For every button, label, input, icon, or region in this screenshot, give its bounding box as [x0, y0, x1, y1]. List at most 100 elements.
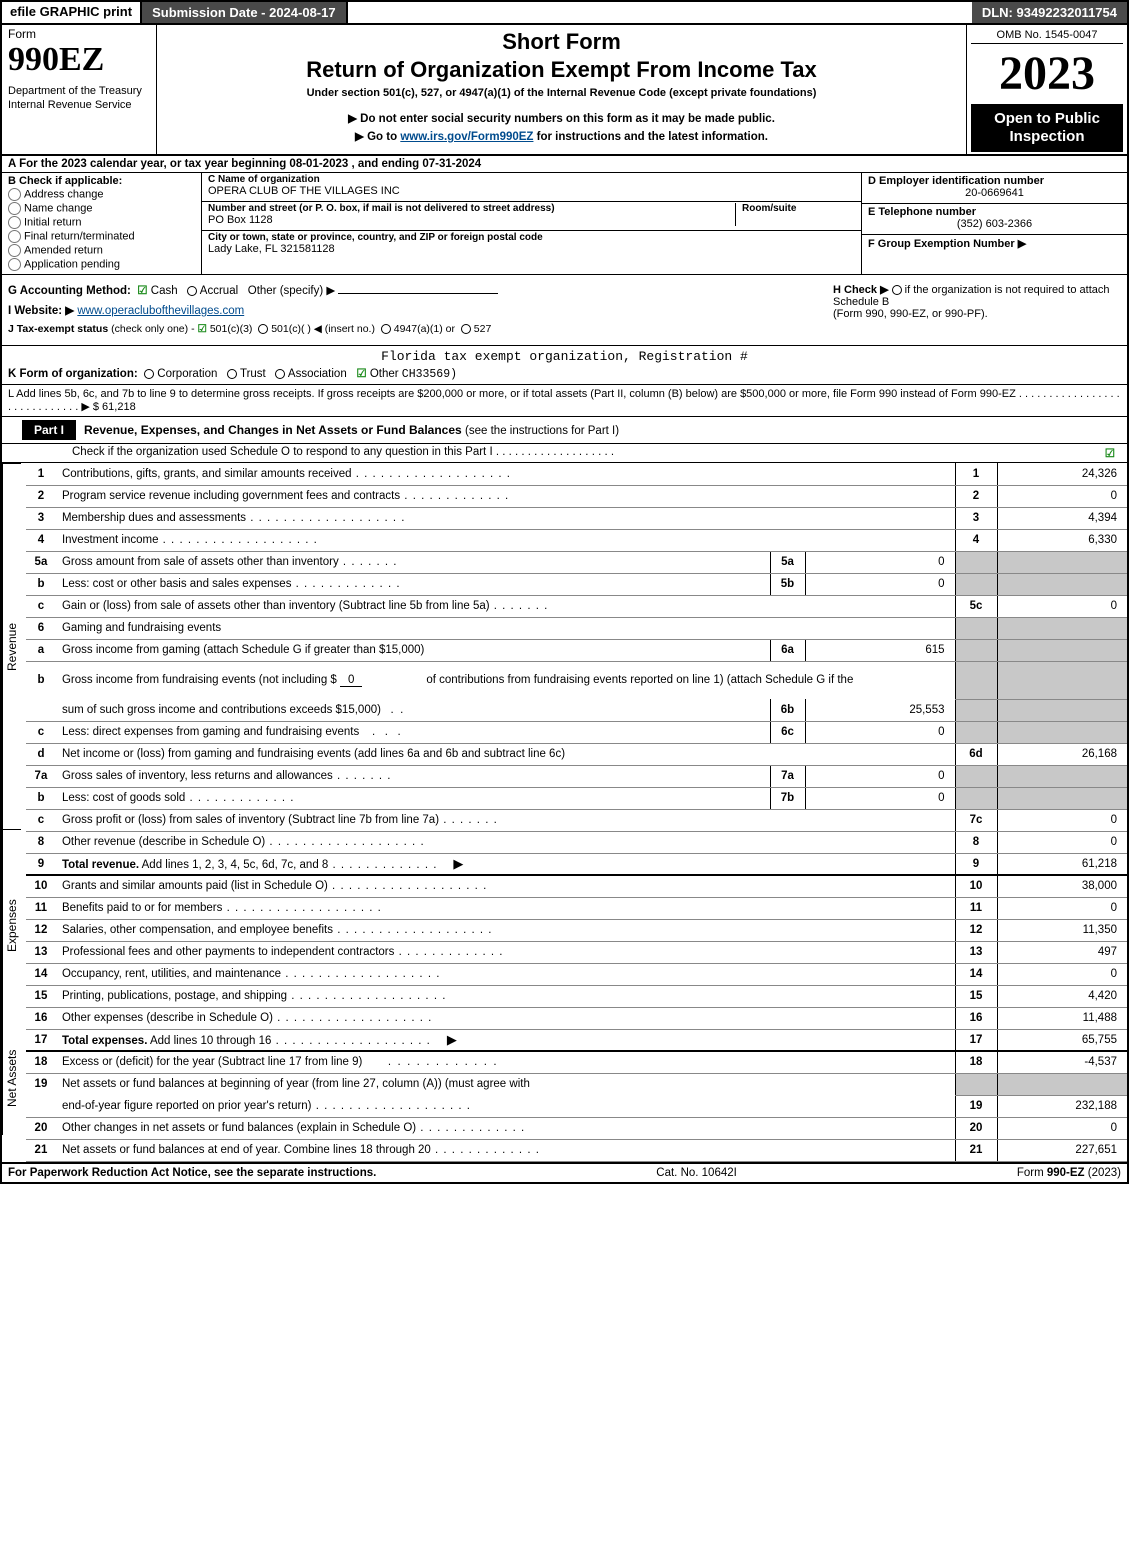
line-number: b — [26, 787, 56, 809]
4947-radio-icon[interactable] — [381, 324, 391, 334]
telephone-value: (352) 603-2366 — [868, 218, 1121, 230]
radio-initial-return[interactable] — [8, 216, 21, 229]
row-17: 17 Total expenses. Add lines 10 through … — [26, 1029, 1127, 1051]
check-final-return[interactable]: Final return/terminated — [8, 230, 195, 243]
line-ref: 4 — [955, 529, 997, 551]
radio-amended-return[interactable] — [8, 244, 21, 257]
line-number: 9 — [26, 853, 56, 875]
row-13: 13 Professional fees and other payments … — [26, 941, 1127, 963]
radio-final-return[interactable] — [8, 230, 21, 243]
side-tabs: Revenue Expenses Net Assets — [2, 463, 26, 1162]
501c-radio-icon[interactable] — [258, 324, 268, 334]
line-h-radio-icon[interactable] — [892, 285, 902, 295]
corp-radio-icon[interactable] — [144, 369, 154, 379]
line-ref: 14 — [955, 963, 997, 985]
line-desc: Less: direct expenses from gaming and fu… — [62, 726, 359, 738]
website-link[interactable]: www.operaclubofthevillages.com — [77, 305, 244, 317]
row-5b: b Less: cost or other basis and sales ex… — [26, 573, 1127, 595]
line-number: 10 — [26, 875, 56, 897]
instruction-goto: ▶ Go to www.irs.gov/Form990EZ for instru… — [163, 129, 960, 143]
line-amount: 26,168 — [997, 743, 1127, 765]
line-amount: 6,330 — [997, 529, 1127, 551]
line-desc: Add lines 1, 2, 3, 4, 5c, 6d, 7c, and 8 — [142, 859, 438, 871]
group-exemption-label: F Group Exemption Number ▶ — [868, 238, 1026, 250]
line-amount: 38,000 — [997, 875, 1127, 897]
line-number: 19 — [26, 1073, 56, 1095]
line-desc: Net assets or fund balances at beginning… — [56, 1073, 955, 1095]
cash-checkbox-icon: ☑ — [137, 285, 147, 297]
line-desc: Excess or (deficit) for the year (Subtra… — [62, 1056, 362, 1068]
check-application-pending[interactable]: Application pending — [8, 258, 195, 271]
schedule-o-check-text: Check if the organization used Schedule … — [72, 446, 614, 460]
line-ref: 1 — [955, 463, 997, 485]
line-ref: 21 — [955, 1139, 997, 1161]
line-ref-grey — [955, 765, 997, 787]
line-h-sub: (Form 990, 990-EZ, or 990-PF). — [833, 308, 988, 320]
line-number: c — [26, 721, 56, 743]
radio-name-change[interactable] — [8, 202, 21, 215]
line-ref-grey — [955, 661, 997, 699]
check-address-change[interactable]: Address change — [8, 188, 195, 201]
line-amount: 497 — [997, 941, 1127, 963]
block-g-h-i-j: G Accounting Method: ☑ Cash Accrual Othe… — [0, 275, 1129, 346]
line-amount: 4,394 — [997, 507, 1127, 529]
paperwork-reduction-notice: For Paperwork Reduction Act Notice, see … — [8, 1167, 376, 1179]
check-amended-return[interactable]: Amended return — [8, 244, 195, 257]
irs-link[interactable]: www.irs.gov/Form990EZ — [400, 131, 533, 143]
header-right: OMB No. 1545-0047 2023 Open to Public In… — [967, 25, 1127, 154]
line-number-blank — [26, 1095, 56, 1117]
line-desc: Gross profit or (loss) from sales of inv… — [62, 814, 498, 826]
line-number: 17 — [26, 1029, 56, 1051]
check-initial-return[interactable]: Initial return — [8, 216, 195, 229]
line-number: c — [26, 809, 56, 831]
org-street-block: Number and street (or P. O. box, if mail… — [202, 202, 861, 231]
row-15: 15 Printing, publications, postage, and … — [26, 985, 1127, 1007]
department-label: Department of the Treasury Internal Reve… — [8, 85, 150, 113]
efile-graphic-print-label[interactable]: efile GRAPHIC print — [2, 2, 142, 23]
line-desc: Grants and similar amounts paid (list in… — [62, 880, 487, 892]
catalog-number: Cat. No. 10642I — [656, 1167, 737, 1179]
line-amount: 4,420 — [997, 985, 1127, 1007]
side-tab-revenue: Revenue — [2, 463, 21, 829]
trust-radio-icon[interactable] — [227, 369, 237, 379]
subtitle: Under section 501(c), 527, or 4947(a)(1)… — [163, 87, 960, 99]
accrual-radio-icon[interactable] — [187, 286, 197, 296]
527-radio-icon[interactable] — [461, 324, 471, 334]
line-amount: 0 — [997, 897, 1127, 919]
line-desc-mid: of contributions from fundraising events… — [426, 674, 853, 686]
line-desc: Net assets or fund balances at end of ye… — [62, 1144, 540, 1156]
part-i-check-line: Check if the organization used Schedule … — [0, 444, 1129, 463]
sub-amount: 0 — [805, 765, 955, 787]
part-i-tab: Part I — [22, 420, 76, 440]
line-ref-grey — [955, 1073, 997, 1095]
row-20: 20 Other changes in net assets or fund b… — [26, 1117, 1127, 1139]
line-ref-grey — [955, 721, 997, 743]
line-amount: 0 — [997, 1117, 1127, 1139]
line-desc-pre: Gross income from fundraising events (no… — [62, 674, 337, 686]
opt-4947: 4947(a)(1) or — [394, 323, 455, 335]
line-desc: Gross amount from sale of assets other t… — [62, 556, 398, 568]
assoc-radio-icon[interactable] — [275, 369, 285, 379]
city-label: City or town, state or province, country… — [208, 232, 855, 243]
row-19b: end-of-year figure reported on prior yea… — [26, 1095, 1127, 1117]
arrow-icon: ▶ — [453, 856, 463, 871]
form-number: 990EZ — [8, 43, 150, 77]
line-h-prefix: H Check ▶ — [833, 284, 892, 296]
row-21: 21 Net assets or fund balances at end of… — [26, 1139, 1127, 1161]
row-6d: d Net income or (loss) from gaming and f… — [26, 743, 1127, 765]
omb-number: OMB No. 1545-0047 — [971, 27, 1123, 44]
line-amount: 11,488 — [997, 1007, 1127, 1029]
line-amount: 0 — [997, 809, 1127, 831]
line-ref: 7c — [955, 809, 997, 831]
radio-address-change[interactable] — [8, 188, 21, 201]
line-amount: 0 — [997, 963, 1127, 985]
street-label: Number and street (or P. O. box, if mail… — [208, 203, 735, 214]
section-d-e-f: D Employer identification number 20-0669… — [862, 173, 1127, 274]
row-19: 19 Net assets or fund balances at beginn… — [26, 1073, 1127, 1095]
opt-501c3: 501(c)(3) — [210, 323, 253, 335]
line-number: 18 — [26, 1051, 56, 1073]
org-name-label: C Name of organization — [208, 174, 855, 185]
check-name-change[interactable]: Name change — [8, 202, 195, 215]
line-i: I Website: ▶ www.operaclubofthevillages.… — [8, 303, 821, 317]
radio-application-pending[interactable] — [8, 258, 21, 271]
